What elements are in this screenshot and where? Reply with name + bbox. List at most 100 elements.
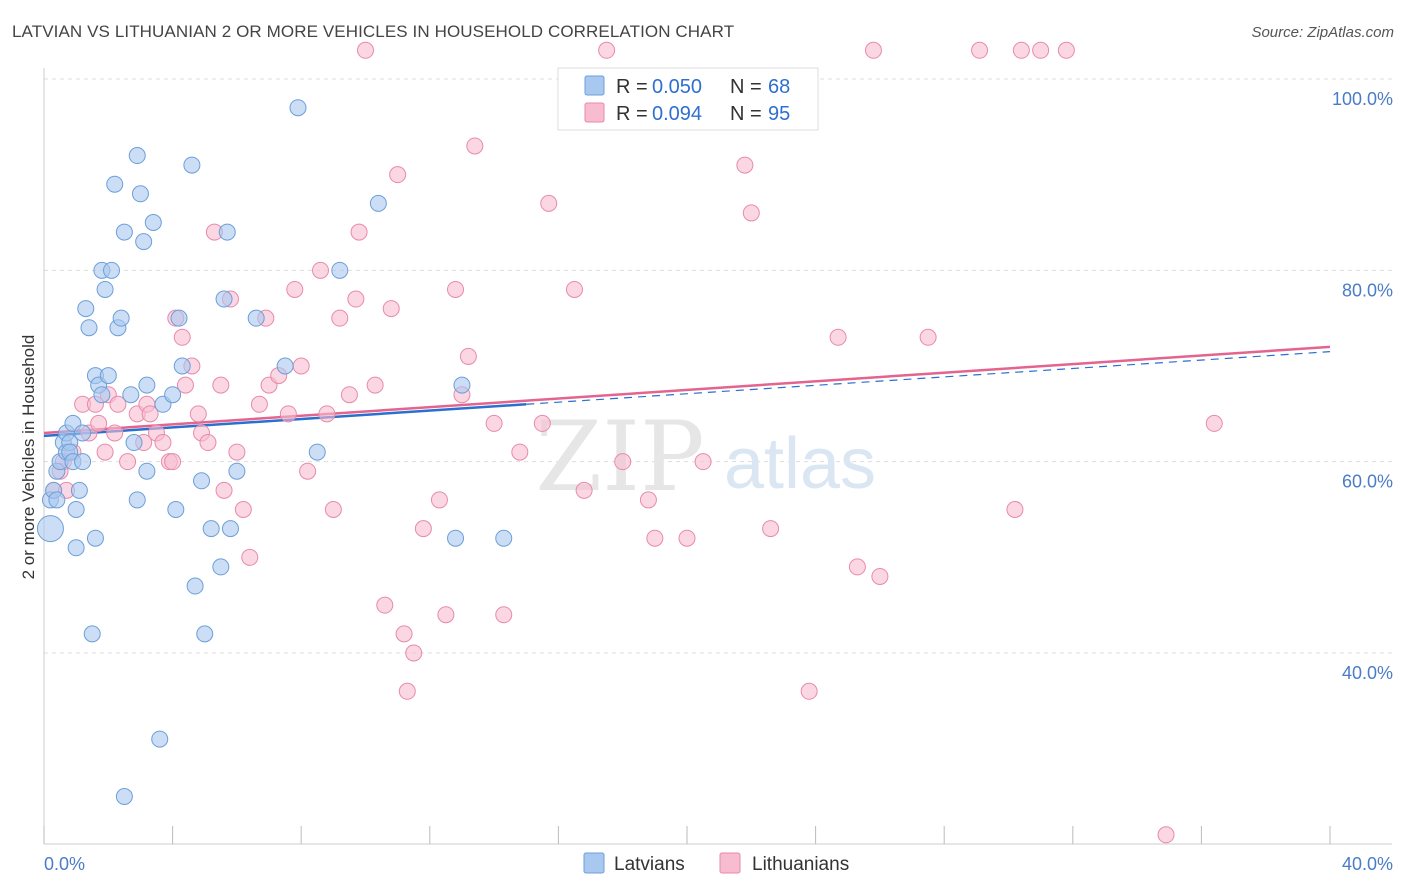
lithuanians-point [540,194,558,212]
lithuanians-point [639,491,657,509]
lithuanians-point [533,414,551,432]
latvians-point [369,194,387,212]
x-tick-label: 0.0% [44,854,85,874]
lithuanians-point [286,280,304,298]
latvians-point [212,558,230,576]
latvians-point [67,539,85,557]
latvians-point [48,491,66,509]
lithuanians-point [565,280,583,298]
latvians-point [186,577,204,595]
x-tick-label: 40.0% [1342,854,1393,874]
lithuanians-point [350,223,368,241]
latvians-point [83,625,101,643]
lithuanians-point [614,453,632,471]
latvians-point [103,261,121,279]
bottom-lithuanians-label: Lithuanians [752,854,849,875]
latvians-point [125,434,143,452]
lithuanians-point [398,682,416,700]
latvians-point [115,223,133,241]
latvians-point [106,175,124,193]
lithuanians-point [228,443,246,461]
latvians-point [173,357,191,375]
lithuanians-point [1205,414,1223,432]
bottom-latvians-label: Latvians [614,854,685,875]
lithuanians-point [1157,826,1175,844]
watermark-atlas: atlas [724,424,876,504]
lithuanians-point [324,501,342,518]
lithuanians-point [331,309,349,327]
lithuanians-point [292,357,310,375]
bottom-legend: Latvians Lithuanians [583,852,849,875]
lithuanians-point [485,414,503,432]
latvians-n-label: N = [730,76,762,98]
latvians-point [196,625,214,643]
latvians-point [447,529,465,547]
latvians-point [221,520,239,538]
lithuanians-point [646,529,664,547]
lithuanians-point [459,347,477,365]
lithuanians-point [919,328,937,346]
latvians-point [183,156,201,174]
latvians-point [218,223,236,241]
lithuanians-point [447,280,465,298]
lithuanians-point [173,328,191,346]
lithuanians-point [829,328,847,346]
latvians-point [80,319,98,337]
latvians-r-label: R = [616,76,648,98]
lithuanians-point [176,376,194,394]
lithuanians-point [250,395,268,413]
lithuanians-point [376,596,394,614]
latvians-point [215,290,233,308]
latvians-point [128,491,146,509]
lithuanians-point [395,625,413,643]
lithuanians-point [212,376,230,394]
lithuanians-r-value: 0.094 [652,103,702,125]
grid-lines [44,78,1392,654]
latvians-point [331,261,349,279]
lithuanians-point [694,453,712,471]
lithuanians-point [864,41,882,59]
latvians-n-value: 68 [768,76,790,98]
latvians-point [289,99,307,117]
lithuanians-point [598,41,616,59]
latvians-swatch [584,75,605,96]
y-tick-label: 80.0% [1342,280,1393,300]
lithuanians-point [96,443,114,461]
lithuanians-point [1057,41,1075,59]
lithuanians-point [299,462,317,480]
lithuanians-point [414,520,432,538]
y-tick-label: 100.0% [1332,89,1393,109]
lithuanians-point [437,606,455,624]
y-tick-label: 40.0% [1342,663,1393,683]
lithuanians-point [189,405,207,423]
lithuanians-point [575,481,593,499]
latvians-point [128,147,146,165]
lithuanians-point [382,300,400,318]
latvians-point [138,462,156,480]
lithuanians-n-value: 95 [768,103,790,125]
lithuanians-point [241,548,259,566]
latvians-point [93,386,111,404]
lithuanians-point [389,166,407,184]
latvians-point [228,462,246,480]
axes: 40.0% 60.0% 80.0% 100.0% 0.0% 40.0% [43,68,1393,874]
lithuanians-point [340,386,358,404]
latvians-point [115,788,133,805]
source-credit: Source: ZipAtlas.com [1251,24,1394,41]
lithuanians-point [366,376,384,394]
lithuanians-n-label: N = [730,103,762,125]
y-tick-label: 60.0% [1342,472,1393,492]
latvians-point [112,309,130,327]
lithuanians-point [1032,41,1050,59]
latvians-point [135,233,153,251]
lithuanians-point [971,41,989,59]
latvians-point [453,376,471,394]
lithuanians-point [347,290,365,308]
latvians-point [151,730,169,748]
chart-title: LATVIAN VS LITHUANIAN 2 OR MORE VEHICLES… [12,22,735,41]
lithuanians-point [90,414,108,432]
lithuanians-point [106,424,124,442]
latvians-point [77,300,95,318]
lithuanians-point [800,682,818,700]
